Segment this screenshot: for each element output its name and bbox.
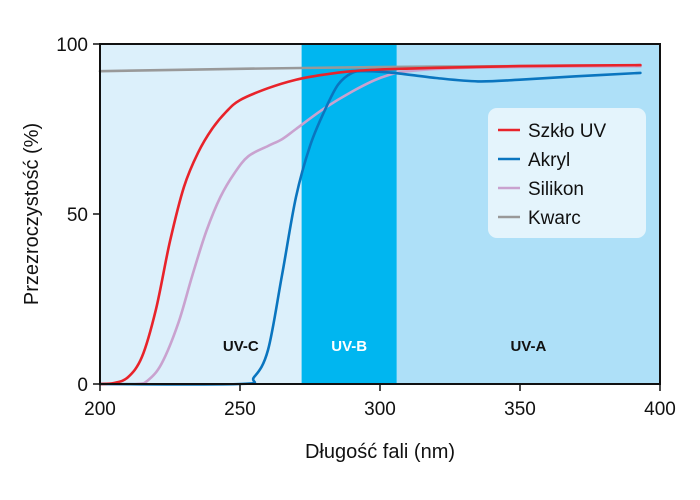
- x-tick-label: 350: [504, 399, 536, 420]
- y-tick-label: 0: [77, 375, 88, 396]
- x-tick-label: 250: [224, 399, 256, 420]
- series-line-akryl: [98, 69, 642, 386]
- band-label-uv-a: UV-A: [510, 338, 546, 355]
- y-axis-title: Przezroczystość (%): [21, 123, 43, 305]
- legend-box: [488, 108, 646, 238]
- legend-label: Akryl: [528, 150, 570, 171]
- x-tick-label: 200: [84, 399, 116, 420]
- band-label-uv-b: UV-B: [331, 338, 367, 355]
- legend: Szkło UV Akryl Silikon Kwarc: [488, 108, 646, 238]
- legend-label: Silikon: [528, 179, 584, 200]
- legend-label: Szkło UV: [528, 121, 606, 142]
- legend-label: Kwarc: [528, 208, 581, 229]
- band-uv-c: [100, 44, 302, 384]
- x-axis-title: Długość fali (nm): [305, 441, 455, 463]
- band-label-uv-c: UV-C: [223, 338, 259, 355]
- x-tick-label: 300: [364, 399, 396, 420]
- y-tick-label: 100: [56, 35, 88, 56]
- y-tick-label: 50: [67, 205, 88, 226]
- band-uv-b: [301, 44, 397, 384]
- x-tick-label: 400: [644, 399, 676, 420]
- series-line-silikon: [98, 64, 642, 386]
- series-line-szkło-uv: [98, 63, 642, 386]
